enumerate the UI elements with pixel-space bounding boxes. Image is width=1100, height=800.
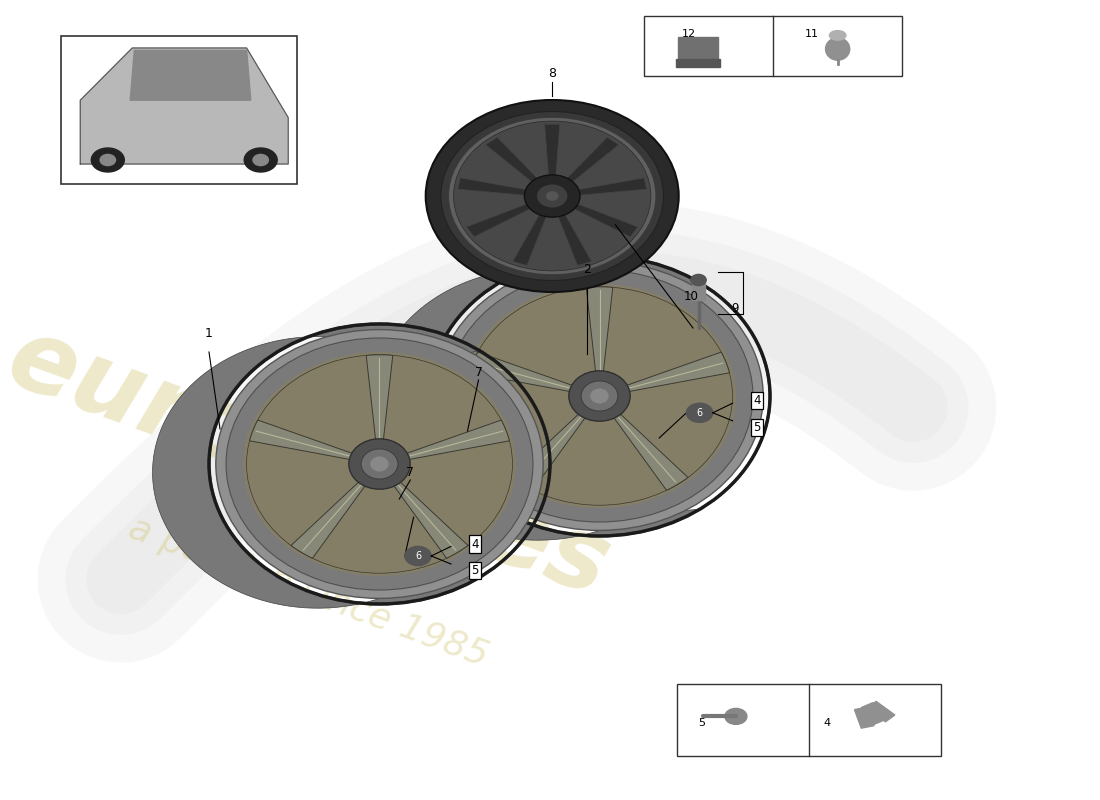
- Polygon shape: [389, 476, 468, 558]
- Text: 11: 11: [805, 29, 818, 39]
- Polygon shape: [561, 138, 619, 187]
- Bar: [855, 707, 875, 728]
- Bar: [692, 282, 705, 300]
- Circle shape: [725, 709, 747, 725]
- Polygon shape: [250, 420, 361, 462]
- Text: 4: 4: [824, 718, 830, 728]
- Polygon shape: [513, 208, 549, 266]
- Circle shape: [244, 148, 277, 172]
- Text: 5: 5: [472, 564, 478, 577]
- Polygon shape: [366, 355, 393, 447]
- Text: 7: 7: [406, 466, 415, 478]
- Ellipse shape: [349, 438, 410, 489]
- Ellipse shape: [436, 262, 763, 530]
- Circle shape: [405, 546, 431, 566]
- Text: eurospares: eurospares: [0, 310, 621, 618]
- Polygon shape: [485, 138, 543, 187]
- Bar: [861, 702, 886, 724]
- Bar: [679, 37, 718, 61]
- Text: 2: 2: [583, 263, 592, 276]
- Text: 10: 10: [683, 290, 698, 302]
- Ellipse shape: [226, 338, 532, 590]
- Polygon shape: [398, 420, 509, 462]
- Ellipse shape: [463, 284, 736, 508]
- Polygon shape: [512, 408, 590, 490]
- Text: 5: 5: [754, 421, 760, 434]
- Polygon shape: [153, 324, 480, 608]
- Ellipse shape: [546, 191, 559, 201]
- Ellipse shape: [829, 30, 846, 40]
- Bar: [644, 16, 902, 76]
- Ellipse shape: [525, 175, 580, 217]
- Bar: [676, 684, 940, 756]
- Text: 4: 4: [472, 538, 478, 550]
- Bar: [867, 702, 894, 722]
- Ellipse shape: [591, 389, 608, 403]
- Polygon shape: [565, 201, 638, 237]
- Bar: [676, 58, 720, 66]
- Text: 1: 1: [205, 327, 213, 340]
- Ellipse shape: [361, 449, 398, 479]
- Polygon shape: [466, 201, 539, 237]
- Circle shape: [253, 154, 268, 166]
- Ellipse shape: [449, 118, 656, 274]
- Ellipse shape: [825, 38, 849, 60]
- Ellipse shape: [453, 121, 651, 271]
- Text: 8: 8: [548, 67, 557, 80]
- Polygon shape: [586, 287, 613, 379]
- Ellipse shape: [581, 381, 618, 411]
- Text: 5: 5: [698, 718, 705, 728]
- Polygon shape: [609, 408, 688, 490]
- Polygon shape: [130, 50, 251, 100]
- Text: 12: 12: [682, 29, 695, 39]
- Ellipse shape: [243, 352, 516, 576]
- Polygon shape: [80, 48, 288, 164]
- Polygon shape: [544, 124, 560, 182]
- Ellipse shape: [447, 270, 752, 522]
- Text: a passion since 1985: a passion since 1985: [123, 511, 493, 673]
- Text: 9: 9: [732, 302, 739, 314]
- Ellipse shape: [216, 330, 543, 598]
- Circle shape: [691, 274, 706, 286]
- Ellipse shape: [371, 457, 388, 471]
- Text: 7: 7: [474, 366, 483, 378]
- Text: 6: 6: [696, 408, 703, 418]
- Polygon shape: [458, 178, 536, 196]
- Circle shape: [91, 148, 124, 172]
- Ellipse shape: [441, 111, 663, 281]
- Circle shape: [686, 403, 713, 422]
- Polygon shape: [292, 476, 370, 558]
- Bar: [60, 36, 297, 184]
- Polygon shape: [569, 178, 647, 196]
- Ellipse shape: [569, 370, 630, 421]
- Ellipse shape: [537, 185, 568, 207]
- Text: 6: 6: [415, 551, 421, 561]
- Text: 4: 4: [754, 394, 760, 407]
- Polygon shape: [618, 352, 729, 394]
- Ellipse shape: [426, 100, 679, 292]
- Polygon shape: [470, 352, 581, 394]
- Circle shape: [100, 154, 116, 166]
- Polygon shape: [556, 208, 592, 266]
- Polygon shape: [373, 256, 700, 540]
